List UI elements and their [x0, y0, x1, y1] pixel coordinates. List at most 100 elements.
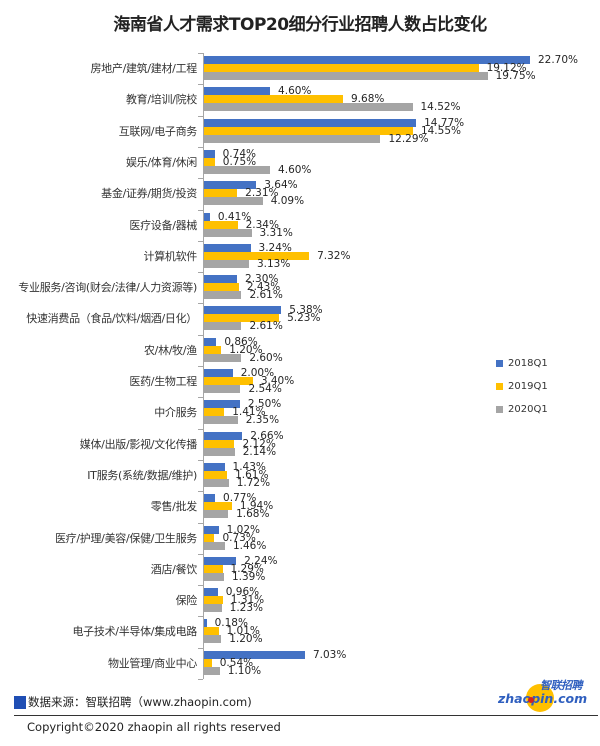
- bar-2018Q1: [204, 306, 282, 315]
- category-label: 医药/生物工程: [129, 375, 197, 388]
- legend-label: 2020Q1: [508, 404, 548, 415]
- axis-tick: [198, 146, 203, 148]
- chart-legend: 2018Q1 2019Q1 2020Q1: [496, 352, 548, 421]
- bar-2020Q1: [204, 510, 229, 519]
- bar-2019Q1: [204, 502, 232, 511]
- data-label: 1.02%: [226, 523, 260, 536]
- data-label: 1.46%: [232, 539, 267, 552]
- data-label: 1.39%: [231, 570, 266, 583]
- category-row: 教育/培训/院校 4.60% 9.68% 14.52%: [0, 84, 600, 115]
- category-label: 教育/培训/院校: [125, 93, 197, 107]
- data-label: 2.50%: [247, 398, 282, 411]
- data-label: 2.66%: [250, 429, 284, 442]
- bar-2018Q1: [204, 212, 210, 221]
- category-label: 酒店/餐饮: [150, 562, 198, 576]
- bar-2020Q1: [204, 228, 252, 237]
- bar-2020Q1: [204, 541, 225, 550]
- legend-label: 2019Q1: [508, 381, 548, 392]
- data-label: 5.23%: [287, 312, 321, 325]
- data-label: 14.77%: [424, 116, 465, 129]
- bar-2020Q1: [204, 134, 381, 143]
- category-row: 基金/证券/期货/投资 3.64% 2.31% 4.09%: [0, 178, 600, 209]
- legend-swatch-icon: [496, 360, 503, 367]
- copyright-text: Copyright©2020 zhaopin all rights reserv…: [27, 720, 281, 734]
- data-label: 19.12%: [486, 62, 527, 74]
- logo-chinese-text: 智联招聘: [540, 679, 583, 692]
- bar-2018Q1: [204, 462, 225, 471]
- category-label: 医疗/护理/美容/保健/卫生服务: [54, 531, 197, 545]
- bar-2020Q1: [204, 604, 222, 613]
- data-label: 0.74%: [222, 147, 256, 160]
- bar-2018Q1: [204, 650, 305, 659]
- data-label: 2.14%: [242, 445, 277, 458]
- data-label: 2.24%: [244, 554, 278, 567]
- bar-2020Q1: [204, 197, 263, 206]
- bar-2019Q1: [204, 220, 238, 229]
- data-label: 3.64%: [264, 179, 298, 192]
- bar-2018Q1: [204, 431, 243, 440]
- bar-2020Q1: [204, 572, 224, 581]
- y-axis-line: [203, 53, 204, 679]
- bar-2019Q1: [204, 408, 225, 417]
- data-label: 1.23%: [229, 602, 264, 615]
- bar-2019Q1: [204, 533, 215, 542]
- data-label: 22.70%: [537, 54, 579, 66]
- axis-tick: [198, 240, 203, 242]
- category-label: 农/林/牧/渔: [143, 343, 197, 357]
- data-label: 0.77%: [223, 492, 257, 505]
- axis-tick: [198, 209, 203, 211]
- bar-2019Q1: [204, 157, 215, 166]
- data-label: 14.55%: [420, 124, 461, 137]
- data-label: 1.01%: [226, 625, 260, 638]
- bar-2020Q1: [204, 353, 242, 362]
- bar-2018Q1: [204, 118, 417, 127]
- bar-2020Q1: [204, 447, 235, 456]
- bar-2019Q1: [204, 377, 253, 385]
- bar-2020Q1: [204, 478, 229, 487]
- axis-tick: [198, 679, 203, 680]
- legend-swatch-icon: [496, 383, 503, 390]
- category-label: 专业服务/咨询(财会/法律/人力资源等): [18, 281, 197, 295]
- bar-2018Q1: [204, 525, 219, 534]
- bar-chart-plot-area: 房地产/建筑/建材/工程 22.70% 19.12% 19.75% 教育/培训/院校 4.…: [0, 53, 600, 680]
- axis-tick: [198, 491, 203, 493]
- data-label: 7.32%: [317, 249, 351, 262]
- bar-2019Q1: [204, 470, 228, 479]
- legend-item: 2019Q1: [496, 375, 548, 398]
- data-label: 3.40%: [260, 375, 295, 387]
- bar-2018Q1: [204, 556, 237, 565]
- data-label: 4.60%: [278, 163, 312, 176]
- bar-2018Q1: [204, 56, 530, 64]
- data-label: 1.31%: [230, 594, 265, 607]
- bar-2019Q1: [204, 345, 222, 354]
- bar-2019Q1: [204, 596, 223, 605]
- data-label: 2.31%: [245, 187, 279, 200]
- category-row: 专业服务/咨询(财会/法律/人力资源等) 2.30% 2.43% 2.61%: [0, 272, 600, 303]
- bar-2018Q1: [204, 588, 218, 597]
- category-label: 中介服务: [154, 406, 197, 420]
- legend-label: 2018Q1: [508, 358, 548, 369]
- legend-swatch-icon: [496, 406, 503, 413]
- bar-2020Q1: [204, 72, 488, 80]
- data-label: 3.13%: [256, 257, 291, 270]
- bar-2020Q1: [204, 635, 222, 644]
- data-label: 0.41%: [217, 210, 252, 223]
- data-label: 2.60%: [249, 351, 283, 364]
- category-label: 媒体/出版/影视/文化传播: [79, 437, 198, 451]
- data-label: 3.31%: [259, 226, 293, 239]
- axis-tick: [198, 115, 203, 117]
- data-label: 0.18%: [214, 617, 248, 630]
- bar-2018Q1: [204, 149, 215, 158]
- category-row: 计算机软件 3.24% 7.32% 3.13%: [0, 241, 600, 272]
- data-label: 2.61%: [249, 320, 283, 333]
- bar-2018Q1: [204, 243, 251, 252]
- category-row: 房地产/建筑/建材/工程 22.70% 19.12% 19.75%: [0, 53, 600, 84]
- data-label: 0.96%: [225, 586, 260, 599]
- axis-tick: [198, 366, 203, 367]
- data-source-note: 数据来源：智联招聘（www.zhaopin.com): [14, 694, 252, 710]
- data-label: 0.73%: [222, 531, 256, 544]
- data-label: 2.12%: [242, 437, 276, 450]
- chart-title: 海南省人才需求TOP20细分行业招聘人数占比变化: [113, 15, 487, 35]
- bar-2020Q1: [204, 416, 238, 425]
- logo-red-dot-icon: [528, 697, 534, 703]
